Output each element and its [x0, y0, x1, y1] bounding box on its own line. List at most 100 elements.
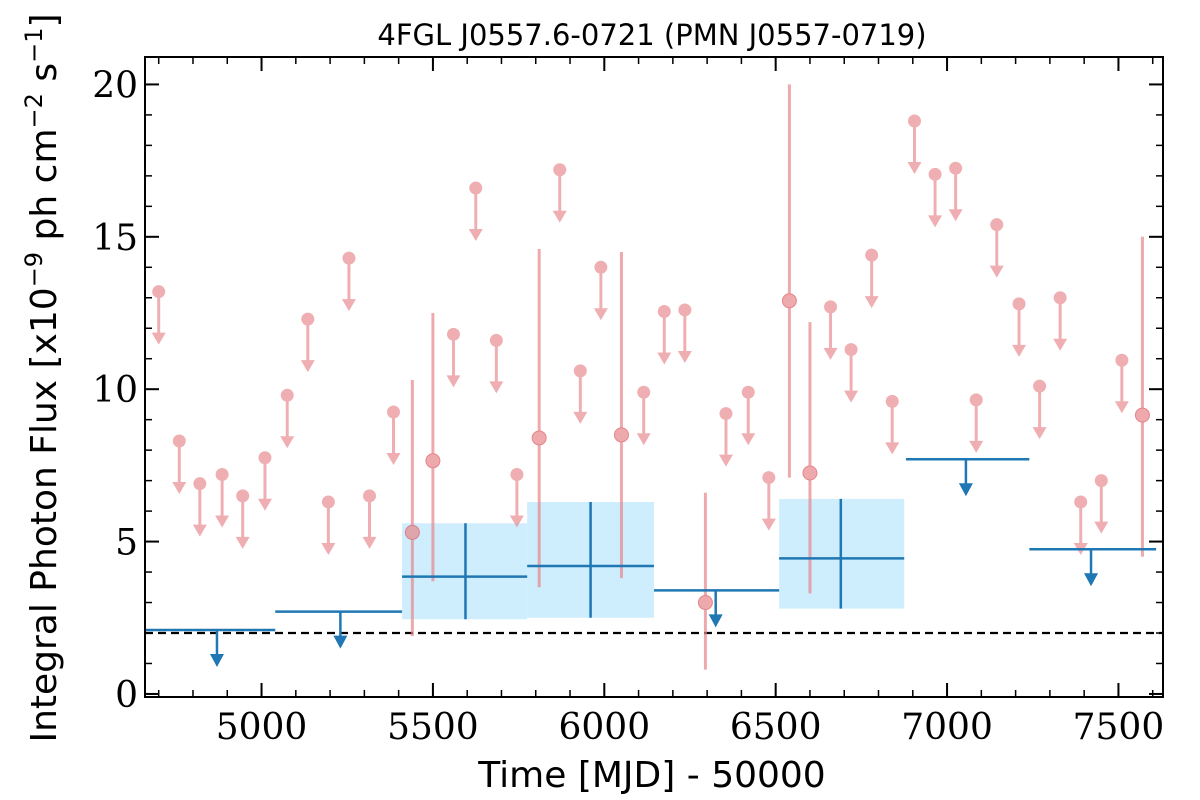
upper-limit-marker	[510, 468, 524, 482]
y-axis-label-exp1: −9	[20, 252, 48, 287]
upper-limit-arrowhead	[1012, 344, 1027, 357]
upper-limit-marker	[1094, 474, 1108, 488]
upper-limit-marker	[446, 327, 460, 341]
short-bin-upper-limit-38	[1094, 474, 1109, 534]
y-tick-label: 20	[92, 65, 138, 106]
short-bin-detection-5	[781, 84, 797, 478]
upper-limit-marker	[969, 393, 983, 407]
y-axis-label-main: Integral Photon Flux [x10	[24, 287, 65, 742]
upper-limit-marker	[824, 300, 838, 314]
upper-limit-arrowhead	[192, 524, 207, 537]
short-bin-detection-7	[1134, 236, 1150, 557]
upper-limit-marker	[236, 489, 250, 503]
short-bin-upper-limit-21	[677, 303, 692, 363]
upper-limit-marker	[172, 434, 186, 448]
upper-limit-marker	[301, 312, 315, 326]
upper-limit-arrowhead	[718, 454, 733, 467]
short-bin-upper-limit-36	[1053, 291, 1068, 351]
upper-limit-marker	[321, 495, 335, 509]
y-axis-label-mid: ph cm	[24, 128, 65, 251]
short-bin-detection-2	[531, 249, 547, 588]
x-tick-label: 7000	[901, 707, 993, 748]
upper-limit-marker	[1012, 297, 1026, 311]
short-bin-detection-0	[404, 380, 420, 637]
short-bin-upper-limit-24	[761, 471, 776, 531]
upper-limit-arrowhead	[1032, 427, 1047, 440]
plot-area: 5000 5500 6000 6500 7000 7500 0 5 10 15 20	[92, 56, 1164, 748]
upper-limit-arrowhead	[657, 352, 672, 365]
upper-limit-arrowhead	[1084, 573, 1099, 587]
upper-limit-marker	[152, 285, 166, 299]
upper-limit-arrowhead	[468, 229, 483, 242]
upper-limit-arrowhead	[823, 347, 838, 360]
upper-limit-arrowhead	[333, 635, 348, 649]
upper-limit-arrowhead	[215, 515, 230, 528]
upper-limit-arrowhead	[708, 614, 723, 628]
short-bin-detection-6	[802, 322, 818, 594]
short-bin-upper-limit-15	[509, 468, 524, 528]
upper-limit-arrowhead	[573, 411, 588, 424]
long-bin-detection-0	[402, 523, 528, 620]
upper-limit-arrowhead	[341, 299, 356, 312]
chart-title: 4FGL J0557.6-0721 (PMN J0557-0719)	[377, 18, 926, 52]
y-axis-label-exp2: −2	[20, 93, 48, 128]
upper-limit-marker	[342, 251, 356, 265]
upper-limit-marker	[678, 303, 692, 317]
upper-limit-arrowhead	[907, 162, 922, 174]
upper-limit-marker	[907, 114, 921, 128]
long-bin-upper-limit-2	[654, 589, 780, 628]
short-bin-upper-limit-39	[1114, 353, 1129, 414]
y-axis-label-end: ]	[24, 13, 65, 27]
upper-limit-marker	[865, 248, 879, 262]
short-bin-upper-limit-20	[657, 304, 672, 365]
short-bin-upper-limit-22	[718, 407, 733, 467]
y-tick-label: 0	[115, 675, 138, 716]
short-bin-upper-limit-11	[386, 405, 401, 466]
detection-marker	[802, 465, 818, 481]
long-bin-upper-limit-3	[905, 458, 1030, 497]
long-bin-upper-limit-1	[275, 610, 403, 649]
upper-limit-marker	[280, 388, 294, 402]
upper-limit-arrowhead	[593, 308, 608, 321]
short-bin-upper-limit-26	[844, 343, 859, 403]
upper-limit-arrowhead	[741, 433, 756, 446]
long-bin-detection-2	[779, 498, 905, 609]
upper-limit-arrowhead	[300, 360, 315, 373]
upper-limit-arrowhead	[509, 515, 524, 528]
upper-limit-arrowhead	[1053, 338, 1068, 351]
detection-marker	[531, 430, 547, 446]
short-bin-upper-limit-27	[864, 248, 879, 309]
short-bin-upper-limit-29	[907, 114, 922, 174]
upper-limit-marker	[363, 489, 377, 503]
upper-limit-marker	[553, 163, 567, 177]
short-bin-upper-limit-1	[172, 434, 187, 494]
upper-limit-arrowhead	[321, 542, 336, 555]
upper-limit-arrowhead	[280, 436, 295, 449]
upper-limit-marker	[469, 181, 483, 195]
short-bin-upper-limit-30	[928, 167, 943, 228]
upper-limit-arrowhead	[636, 433, 651, 446]
short-bin-upper-limit-7	[300, 312, 315, 373]
upper-limit-arrowhead	[989, 265, 1004, 278]
upper-limit-arrowhead	[844, 390, 859, 403]
upper-limit-marker	[885, 394, 899, 408]
y-tick-label: 15	[92, 218, 138, 259]
long-bin-upper-limit-4	[1029, 547, 1157, 587]
short-bin-detection-4	[697, 492, 713, 670]
upper-limit-arrowhead	[209, 653, 224, 667]
detection-marker	[697, 595, 713, 611]
short-bin-upper-limit-3	[215, 468, 230, 528]
x-tick-label: 6500	[730, 707, 822, 748]
upper-limit-arrowhead	[928, 215, 943, 228]
upper-limit-arrowhead	[864, 296, 879, 309]
short-bin-upper-limit-9	[341, 251, 356, 312]
upper-limit-arrowhead	[386, 453, 401, 466]
y-axis-label-exp3: −1	[20, 28, 48, 63]
upper-limit-marker	[215, 468, 229, 482]
upper-limit-marker	[637, 385, 651, 399]
upper-limit-arrowhead	[948, 209, 963, 222]
y-axis-label: Integral Photon Flux [x10−9 ph cm−2 s−1]	[20, 13, 65, 742]
y-axis-label-mid2: s	[24, 63, 65, 93]
long-bin-upper-limit-0	[145, 628, 276, 667]
upper-limit-arrowhead	[677, 350, 692, 363]
